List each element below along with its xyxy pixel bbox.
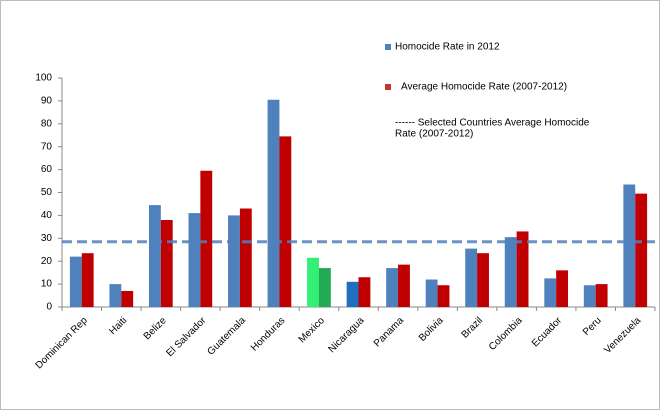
y-tick-label: 60	[41, 164, 53, 175]
y-tick-label: 40	[41, 210, 53, 221]
bar	[121, 290, 134, 307]
bar	[148, 205, 161, 307]
bar	[386, 268, 399, 307]
bar	[200, 170, 213, 307]
bar	[623, 184, 636, 307]
bar	[267, 99, 280, 307]
y-tick-label: 70	[41, 141, 53, 152]
bar	[516, 231, 529, 307]
legend-swatch	[385, 84, 391, 90]
bar	[595, 284, 608, 307]
legend-label: Homocide Rate in 2012	[395, 42, 500, 53]
y-tick-label: 20	[41, 256, 53, 267]
bar	[69, 256, 82, 307]
bar	[425, 279, 438, 307]
bar	[465, 248, 478, 307]
reference-line-label: Rate (2007-2012)	[395, 129, 473, 140]
bar	[239, 208, 252, 307]
bar	[477, 253, 489, 307]
bar	[81, 253, 94, 307]
y-tick-label: 100	[35, 73, 52, 84]
bar	[544, 278, 557, 307]
legend-swatch	[385, 44, 391, 50]
bar	[346, 281, 359, 307]
bar	[318, 268, 331, 307]
y-tick-label: 0	[46, 302, 52, 313]
bar	[109, 284, 122, 307]
y-tick-label: 80	[41, 118, 53, 129]
bar	[228, 215, 240, 307]
bar	[307, 257, 319, 307]
bar	[437, 285, 450, 307]
bar	[635, 193, 648, 307]
y-tick-label: 30	[41, 233, 53, 244]
bar	[556, 270, 569, 307]
y-tick-label: 50	[41, 187, 53, 198]
bar	[188, 213, 201, 307]
bar	[583, 285, 596, 307]
bar	[279, 136, 292, 307]
bar	[504, 237, 517, 307]
legend-label: Average Homocide Rate (2007-2012)	[401, 82, 567, 93]
y-tick-label: 10	[41, 279, 53, 290]
y-tick-label: 90	[41, 96, 53, 107]
bar	[160, 219, 173, 307]
bar	[398, 264, 410, 307]
reference-line-label: ------ Selected Countries Average Homoci…	[395, 118, 590, 129]
bar	[358, 277, 371, 307]
